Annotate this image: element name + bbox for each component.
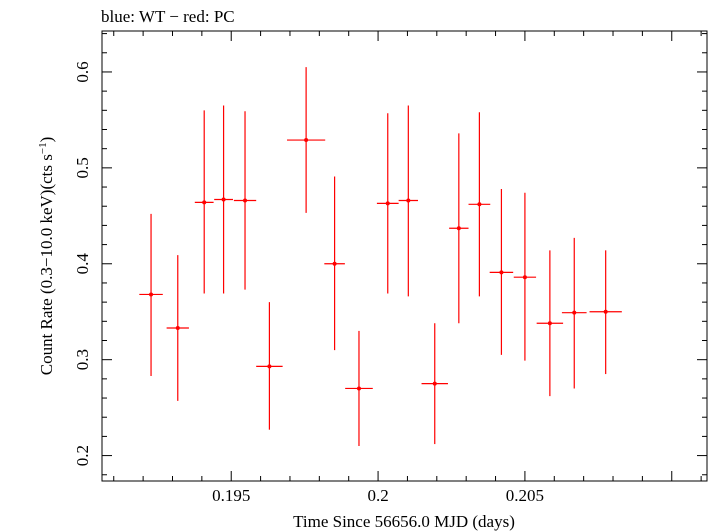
point-marker [522, 275, 527, 280]
y-tick-label: 0.3 [73, 349, 92, 370]
axis-ticks [102, 31, 707, 481]
y-axis-label-superscript: −1 [37, 142, 49, 154]
point-marker [406, 198, 411, 203]
data-point [398, 105, 419, 297]
point-marker [243, 198, 248, 203]
y-tick-label: 0.2 [73, 445, 92, 466]
point-marker [603, 309, 608, 314]
chart-title: blue: WT − red: PC [101, 7, 235, 26]
x-tick-label: 0.2 [367, 486, 388, 505]
point-marker [499, 270, 504, 275]
data-point [324, 176, 345, 351]
data-point [536, 250, 564, 397]
data-point [513, 192, 537, 361]
y-axis-label-main: Count Rate (0.3−10.0 keV)(cts s [37, 154, 56, 375]
point-marker [356, 386, 361, 391]
data-point [214, 105, 233, 294]
data-point [449, 133, 469, 324]
y-axis-label-close: ) [37, 137, 56, 143]
data-points [139, 67, 622, 446]
plot-frame [101, 30, 708, 482]
data-point [421, 323, 448, 445]
point-marker [477, 202, 482, 207]
data-point [256, 302, 283, 430]
y-tick-label: 0.4 [73, 253, 92, 275]
x-tick-labels: 0.195 0.2 0.205 [212, 486, 544, 505]
point-marker [432, 381, 437, 386]
y-tick-label: 0.5 [73, 157, 92, 178]
point-marker [332, 261, 337, 266]
data-point [561, 237, 587, 389]
point-marker [267, 364, 272, 369]
point-marker [385, 201, 390, 206]
data-point [139, 213, 163, 376]
point-marker [547, 321, 552, 326]
point-marker [221, 197, 226, 202]
data-point [194, 110, 214, 294]
point-marker [456, 226, 461, 231]
data-point [489, 188, 514, 355]
data-point [589, 250, 622, 375]
x-tick-label: 0.205 [506, 486, 544, 505]
x-tick-label: 0.195 [212, 486, 250, 505]
data-point [287, 67, 326, 213]
x-axis-label: Time Since 56656.0 MJD (days) [293, 512, 515, 531]
data-point [233, 111, 257, 290]
point-marker [202, 200, 207, 205]
data-point [468, 112, 491, 297]
point-marker [175, 326, 180, 331]
data-point [345, 330, 373, 446]
point-marker [149, 292, 154, 297]
data-point [166, 255, 189, 401]
data-point [376, 113, 399, 294]
y-tick-labels: 0.2 0.3 0.4 0.5 0.6 [73, 61, 92, 466]
point-marker [572, 310, 577, 315]
y-tick-label: 0.6 [73, 61, 92, 82]
point-marker [304, 138, 309, 143]
y-axis-label: Count Rate (0.3−10.0 keV)(cts s−1) [37, 137, 56, 376]
